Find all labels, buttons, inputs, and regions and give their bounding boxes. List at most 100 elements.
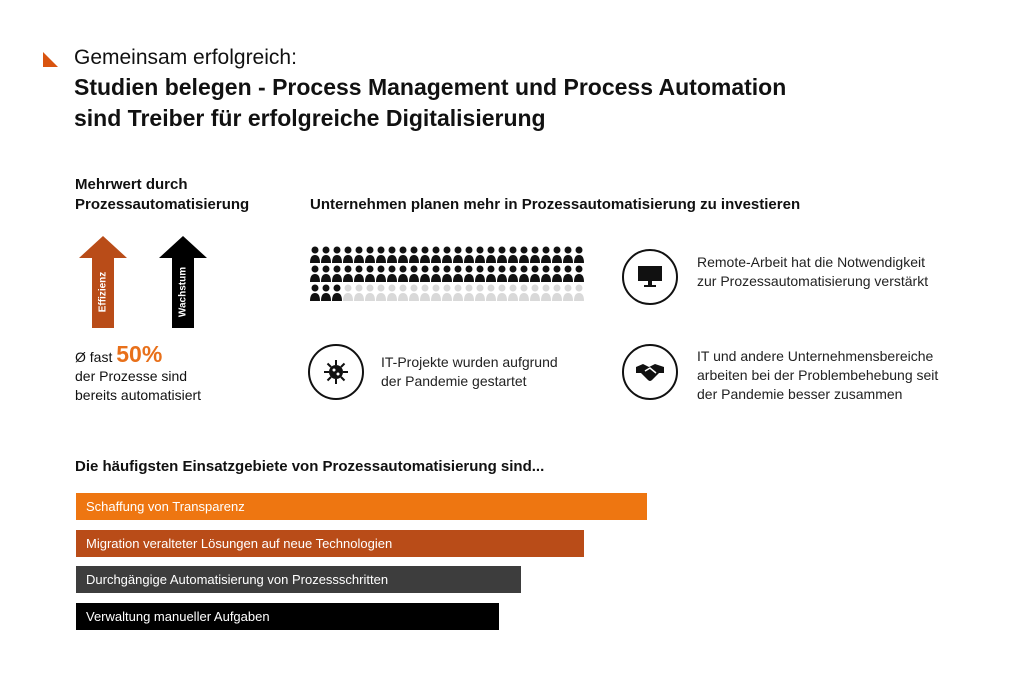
person-icon: [354, 265, 364, 282]
person-icon: [409, 284, 419, 301]
person-icon: [530, 265, 540, 282]
person-icon: [321, 246, 331, 263]
fact-collaboration: IT und andere Unternehmensbereiche arbei…: [697, 347, 938, 404]
person-icon: [409, 265, 419, 282]
person-icon: [563, 246, 573, 263]
person-icon: [420, 265, 430, 282]
person-icon: [310, 284, 320, 301]
virus-icon: [308, 344, 364, 400]
person-icon: [541, 284, 551, 301]
person-icon: [497, 284, 507, 301]
person-icon: [530, 246, 540, 263]
people-pictogram: [310, 246, 584, 301]
person-icon: [310, 265, 320, 282]
investment-heading: Unternehmen planen mehr in Prozessautoma…: [310, 196, 801, 213]
person-icon: [442, 265, 452, 282]
person-icon: [343, 246, 353, 263]
handshake-icon: [622, 344, 678, 400]
fact-line: zur Prozessautomatisierung verstärkt: [697, 273, 929, 289]
person-icon: [574, 246, 584, 263]
person-icon: [541, 265, 551, 282]
bar-manual-tasks: Verwaltung manueller Aufgaben: [76, 603, 499, 630]
person-icon: [453, 246, 463, 263]
person-icon: [343, 265, 353, 282]
person-icon: [563, 284, 573, 301]
person-icon: [442, 246, 452, 263]
fact-line: Remote-Arbeit hat die Notwendigkeit: [697, 254, 926, 270]
fact-line: der Pandemie gestartet: [381, 373, 527, 389]
person-icon: [574, 265, 584, 282]
person-icon: [420, 246, 430, 263]
corner-accent: [43, 52, 58, 67]
fact-line: arbeiten bei der Problembehebung seit: [697, 367, 939, 383]
person-icon: [453, 284, 463, 301]
bar-end-to-end-automation: Durchgängige Automatisierung von Prozess…: [76, 566, 521, 593]
fact-remote-work: Remote-Arbeit hat die Notwendigkeit zur …: [697, 253, 928, 291]
person-icon: [552, 265, 562, 282]
title-line-2: sind Treiber für erfolgreiche Digitalisi…: [74, 105, 546, 131]
person-icon: [519, 265, 529, 282]
left-heading-line-1: Mehrwert durch: [75, 176, 188, 193]
person-icon: [398, 246, 408, 263]
person-icon: [519, 246, 529, 263]
efficiency-arrow: Effizienz: [79, 236, 127, 328]
person-icon: [365, 246, 375, 263]
person-icon: [365, 265, 375, 282]
person-icon: [475, 246, 485, 263]
fact-line: IT-Projekte wurden aufgrund: [381, 354, 558, 370]
up-arrow-icon: [159, 236, 207, 328]
title-line-1: Studien belegen - Process Management und…: [74, 74, 787, 100]
person-icon: [552, 246, 562, 263]
stat-line-2: der Prozesse sind: [75, 368, 188, 384]
person-icon: [508, 265, 518, 282]
person-icon: [332, 265, 342, 282]
growth-label: Wachstum: [177, 266, 189, 318]
person-icon: [519, 284, 529, 301]
person-icon: [486, 246, 496, 263]
person-icon: [552, 284, 562, 301]
bar-migration: Migration veralteter Lösungen auf neue T…: [76, 530, 584, 557]
person-icon: [365, 284, 375, 301]
person-icon: [541, 246, 551, 263]
person-icon: [464, 284, 474, 301]
person-icon: [508, 284, 518, 301]
person-icon: [486, 265, 496, 282]
monitor-icon: [622, 249, 678, 305]
person-icon: [321, 265, 331, 282]
person-icon: [464, 246, 474, 263]
person-icon: [497, 246, 507, 263]
person-icon: [431, 284, 441, 301]
fact-line: IT und andere Unternehmensbereiche: [697, 348, 934, 364]
person-icon: [563, 265, 573, 282]
person-icon: [387, 284, 397, 301]
up-arrow-icon: [79, 236, 127, 328]
person-icon: [387, 246, 397, 263]
person-icon: [332, 284, 342, 301]
automation-stat: Ø fast 50% der Prozesse sind bereits aut…: [75, 343, 275, 405]
person-icon: [376, 246, 386, 263]
person-icon: [464, 265, 474, 282]
person-icon: [442, 284, 452, 301]
fact-line: der Pandemie besser zusammen: [697, 386, 903, 402]
person-icon: [343, 284, 353, 301]
person-icon: [354, 246, 364, 263]
person-icon: [497, 265, 507, 282]
person-icon: [387, 265, 397, 282]
person-icon: [431, 265, 441, 282]
fact-it-projects: IT-Projekte wurden aufgrund der Pandemie…: [381, 353, 558, 391]
person-icon: [310, 246, 320, 263]
left-heading-line-2: Prozessautomatisierung: [75, 196, 250, 213]
person-icon: [574, 284, 584, 301]
person-icon: [453, 265, 463, 282]
person-icon: [354, 284, 364, 301]
person-icon: [486, 284, 496, 301]
stat-value: 50%: [116, 341, 163, 367]
efficiency-label: Effizienz: [97, 271, 109, 313]
person-icon: [409, 246, 419, 263]
person-icon: [431, 246, 441, 263]
growth-arrow: Wachstum: [159, 236, 207, 328]
person-icon: [376, 265, 386, 282]
person-icon: [376, 284, 386, 301]
person-icon: [332, 246, 342, 263]
person-icon: [398, 284, 408, 301]
